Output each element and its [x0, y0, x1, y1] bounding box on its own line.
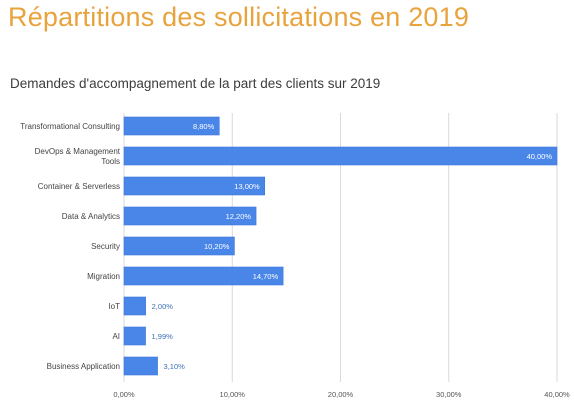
bar [123, 236, 235, 256]
data-label: 13,00% [234, 182, 260, 191]
data-label: 3,10% [164, 362, 186, 371]
category-label: IoT [108, 302, 120, 311]
bar [123, 176, 266, 196]
x-tick-label: 10,00% [220, 390, 246, 399]
data-label: 1,99% [152, 332, 174, 341]
bar [123, 356, 158, 376]
x-tick-label: 0,00% [113, 390, 135, 399]
data-label: 14,70% [253, 272, 279, 281]
category-label: Business Application [47, 362, 120, 371]
category-label: Transformational Consulting [20, 122, 120, 131]
data-label: 8,80% [193, 122, 215, 131]
x-tick-label: 30,00% [436, 390, 462, 399]
data-label: 12,20% [226, 212, 252, 221]
category-label: Data & Analytics [62, 212, 120, 221]
bar [123, 206, 257, 226]
bar [123, 296, 146, 316]
page-title: Répartitions des sollicitations en 2019 [8, 2, 470, 32]
category-label: AI [112, 332, 120, 341]
data-label: 2,00% [152, 302, 174, 311]
data-label: 10,20% [204, 242, 230, 251]
bar [123, 146, 558, 166]
bar [123, 326, 146, 346]
chart-title: Demandes d'accompagnement de la part des… [10, 76, 381, 91]
x-tick-label: 20,00% [328, 390, 354, 399]
category-label: Security [91, 242, 120, 251]
x-tick-label: 40,00% [544, 390, 570, 399]
category-label: DevOps & Management Tools [35, 147, 121, 166]
category-label: Migration [87, 272, 120, 281]
category-label: Container & Serverless [38, 182, 120, 191]
bar [123, 266, 284, 286]
data-label: 40,00% [527, 152, 553, 161]
bar [123, 116, 220, 136]
